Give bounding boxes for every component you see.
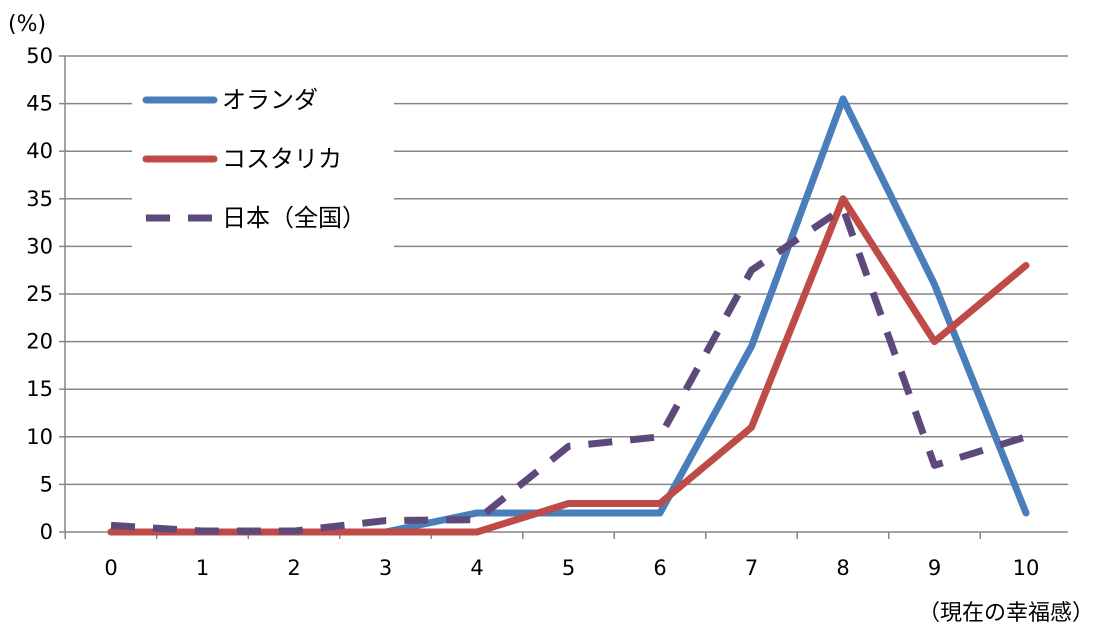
y-tick-label: 50 [26,44,53,68]
x-tick-label: 2 [287,556,300,580]
y-tick-label: 30 [26,234,53,258]
y-tick-label: 40 [26,139,53,163]
x-tick-label: 9 [928,556,941,580]
y-tick-label: 0 [40,520,53,544]
y-tick-label: 5 [40,472,53,496]
x-tick-label: 8 [836,556,849,580]
x-tick-label: 6 [653,556,666,580]
series-line-2 [110,204,1028,535]
x-tick-label: 7 [745,556,758,580]
legend-label-2: 日本（全国） [222,204,366,232]
y-axis-label: (%) [8,12,46,37]
x-tick-label: 10 [1013,556,1040,580]
y-tick-label: 15 [26,377,53,401]
x-tick-label: 0 [104,556,117,580]
legend-label-1: コスタリカ [222,145,342,173]
x-tick-label: 5 [562,556,575,580]
y-tick-label: 45 [26,92,53,116]
x-axis-label: （現在の幸福感） [918,601,1094,626]
x-tick-label: 1 [196,556,209,580]
y-tick-label: 25 [26,282,53,306]
legend-label-0: オランダ [222,86,318,114]
x-tick-label: 3 [379,556,392,580]
x-tick-label: 4 [470,556,483,580]
y-tick-label: 10 [26,425,53,449]
series-lines [107,95,1030,536]
y-tick-label: 20 [26,330,53,354]
series-line-1 [107,195,1030,536]
y-tick-label: 35 [26,187,53,211]
